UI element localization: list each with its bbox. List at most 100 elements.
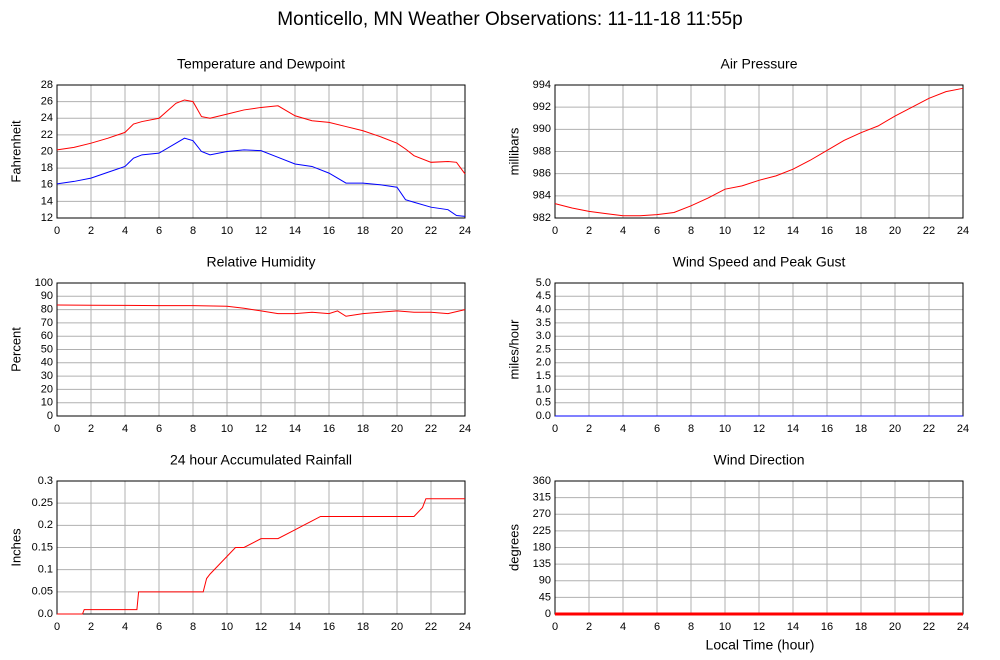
plot-frame [554,84,964,219]
y-tick-label: 0 [47,410,53,422]
x-tick-label: 12 [255,621,267,633]
x-tick-label: 16 [323,225,335,237]
x-tick-label: 14 [787,423,799,435]
y-tick-label: 360 [533,475,551,487]
y-tick-label: 4.5 [536,290,551,302]
x-tick-label: 20 [391,225,403,237]
x-tick-label: 6 [654,225,660,237]
page-title: Monticello, MN Weather Observations: 11-… [277,9,742,30]
y-axis-title: miles/hour [506,319,521,380]
y-tick-label: 90 [539,575,551,587]
data-line [56,99,466,175]
x-tick-label: 16 [821,621,833,633]
x-tick-label: 8 [190,225,196,237]
y-axis-title: degrees [506,524,521,571]
y-tick-label: 20 [41,145,53,157]
x-tick-label: 8 [688,423,694,435]
y-tick-label: 45 [539,591,551,603]
x-tick-label: 8 [190,621,196,633]
x-tick-label: 6 [156,423,162,435]
x-tick-label: 24 [459,621,471,633]
x-tick-label: 6 [156,225,162,237]
y-tick-label: 135 [533,558,551,570]
y-tick-label: 22 [41,129,53,141]
x-tick-label: 0 [552,621,558,633]
y-tick-label: 180 [533,541,551,553]
y-tick-label: 0.3 [38,475,53,487]
plot-frame [56,480,466,615]
x-tick-label: 16 [323,621,335,633]
y-tick-label: 70 [41,317,53,329]
y-tick-label: 3.5 [536,317,551,329]
x-tick-label: 12 [255,423,267,435]
x-tick-label: 24 [459,423,471,435]
x-tick-label: 20 [391,621,403,633]
x-tick-label: 0 [54,423,60,435]
x-tick-label: 6 [156,621,162,633]
y-tick-label: 14 [41,195,53,207]
y-axis-title: Fahrenheit [8,120,23,183]
panel-title: Temperature and Dewpoint [177,56,345,72]
x-axis-title: Local Time (hour) [706,637,815,653]
x-tick-label: 2 [88,225,94,237]
y-tick-label: 0.1 [38,564,53,576]
x-tick-label: 10 [719,423,731,435]
y-tick-label: 0.25 [32,497,53,509]
y-tick-label: 28 [41,79,53,91]
panel-title: Relative Humidity [207,254,316,270]
x-tick-label: 12 [255,225,267,237]
x-tick-label: 24 [957,423,969,435]
y-tick-label: 5.0 [536,277,551,289]
y-tick-label: 3.0 [536,330,551,342]
x-tick-label: 0 [552,423,558,435]
y-tick-label: 0.0 [38,608,53,620]
x-tick-label: 20 [889,621,901,633]
x-tick-label: 8 [688,225,694,237]
panel-title: Air Pressure [720,56,797,72]
y-tick-label: 18 [41,162,53,174]
x-tick-label: 0 [552,225,558,237]
x-tick-label: 22 [923,621,935,633]
x-tick-label: 18 [357,423,369,435]
x-tick-label: 12 [753,225,765,237]
data-line [554,87,964,217]
plot-frame [56,84,466,219]
y-tick-label: 24 [41,112,53,124]
y-tick-label: 10 [41,397,53,409]
y-tick-label: 992 [533,101,551,113]
x-tick-label: 10 [719,225,731,237]
x-tick-label: 16 [821,225,833,237]
x-tick-label: 2 [88,621,94,633]
data-line [56,137,466,217]
y-tick-label: 990 [533,123,551,135]
x-tick-label: 20 [889,423,901,435]
y-tick-label: 994 [533,79,551,91]
x-tick-label: 10 [719,621,731,633]
x-tick-label: 18 [855,621,867,633]
x-tick-label: 4 [122,225,128,237]
y-axis-title: millibars [506,127,521,175]
x-tick-label: 12 [753,621,765,633]
y-tick-label: 1.0 [536,383,551,395]
x-tick-label: 4 [620,621,626,633]
x-tick-label: 12 [753,423,765,435]
y-tick-label: 2.0 [536,357,551,369]
x-tick-label: 10 [221,225,233,237]
x-tick-label: 18 [855,225,867,237]
y-tick-label: 2.5 [536,343,551,355]
x-tick-label: 20 [889,225,901,237]
x-tick-label: 14 [289,423,301,435]
y-tick-label: 60 [41,330,53,342]
x-tick-label: 22 [923,225,935,237]
x-tick-label: 0 [54,225,60,237]
x-tick-label: 14 [787,621,799,633]
y-axis-title: Percent [8,327,23,372]
x-tick-label: 22 [425,423,437,435]
y-tick-label: 20 [41,383,53,395]
x-tick-label: 4 [620,225,626,237]
y-tick-label: 90 [41,290,53,302]
x-tick-label: 10 [221,621,233,633]
y-tick-label: 0.0 [536,410,551,422]
y-axis-title: Inches [8,528,23,567]
